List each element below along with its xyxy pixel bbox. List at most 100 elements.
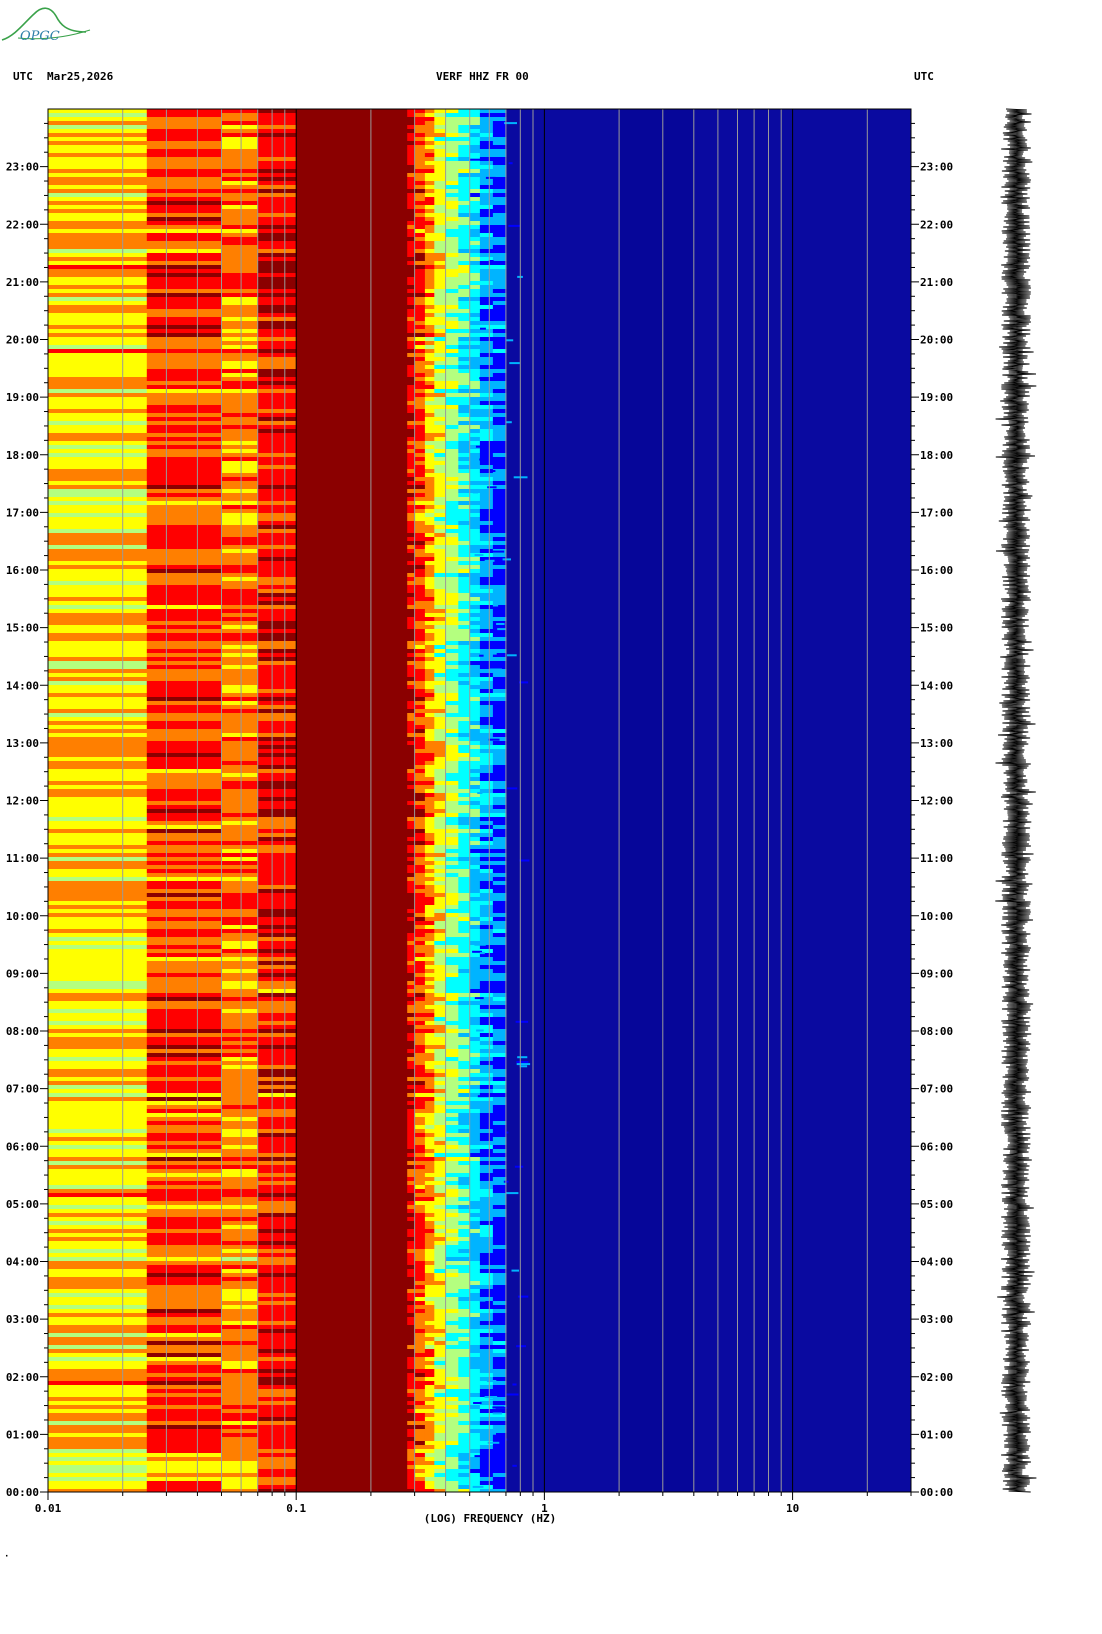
heatmap-cell xyxy=(479,405,494,409)
heatmap-cell xyxy=(221,325,259,329)
heatmap-cell xyxy=(48,573,148,577)
heatmap-cell xyxy=(407,793,416,797)
heatmap-cell xyxy=(414,957,426,961)
heatmap-cell xyxy=(458,621,471,625)
heatmap-cell xyxy=(434,361,447,365)
heatmap-cell xyxy=(458,529,471,533)
heatmap-cell xyxy=(492,749,507,753)
heatmap-cell xyxy=(221,789,259,793)
heatmap-cell xyxy=(257,945,297,949)
heatmap-cell xyxy=(469,261,481,265)
heatmap-cell xyxy=(445,185,459,189)
heatmap-cell xyxy=(221,525,259,529)
heatmap-cell xyxy=(445,881,459,885)
heatmap-cell xyxy=(296,777,408,781)
heatmap-cell xyxy=(424,1133,435,1137)
heatmap-cell xyxy=(424,1321,435,1325)
heatmap-cell xyxy=(407,1329,416,1333)
heatmap-cell xyxy=(48,977,148,981)
heatmap-cell xyxy=(146,1481,222,1485)
heatmap-cell xyxy=(407,193,416,197)
heatmap-cell xyxy=(492,1433,507,1437)
heatmap-cell xyxy=(414,1477,426,1481)
heatmap-cell xyxy=(424,857,435,861)
heatmap-cell xyxy=(424,901,435,905)
heatmap-cell xyxy=(407,385,416,389)
heatmap-cell xyxy=(469,889,481,893)
heatmap-cell xyxy=(296,1061,408,1065)
heatmap-cell xyxy=(458,209,471,213)
heatmap-cell xyxy=(414,705,426,709)
heatmap-cell xyxy=(458,349,471,353)
heatmap-cell xyxy=(469,509,481,513)
heatmap-cell xyxy=(434,1237,447,1241)
heatmap-cell xyxy=(434,1333,447,1337)
heatmap-cell xyxy=(221,949,259,953)
heatmap-cell xyxy=(479,837,494,841)
heatmap-cell xyxy=(48,1273,148,1277)
heatmap-cell xyxy=(479,1097,494,1101)
heatmap-cell xyxy=(48,1473,148,1477)
heatmap-cell xyxy=(458,133,471,137)
heatmap-cell xyxy=(407,1457,416,1461)
heatmap-cell xyxy=(407,1121,416,1125)
heatmap-cell xyxy=(458,797,471,801)
heatmap-cell xyxy=(48,725,148,729)
heatmap-cell xyxy=(296,881,408,885)
heatmap-cell xyxy=(146,145,222,149)
heatmap-cell xyxy=(48,205,148,209)
heatmap-cell xyxy=(146,429,222,433)
heatmap-cell xyxy=(221,677,259,681)
heatmap-cell xyxy=(296,1485,408,1489)
heatmap-cell xyxy=(414,489,426,493)
heatmap-cell xyxy=(424,997,435,1001)
heatmap-cell xyxy=(48,713,148,717)
heatmap-cell xyxy=(492,849,507,853)
heatmap-cell xyxy=(492,373,507,377)
heatmap-cell xyxy=(469,1293,481,1297)
heatmap-cell xyxy=(492,421,507,425)
heatmap-cell xyxy=(407,545,416,549)
heatmap-cell xyxy=(479,1477,494,1481)
heatmap-cell xyxy=(445,585,459,589)
heatmap-cell xyxy=(414,177,426,181)
heatmap-cell xyxy=(434,1077,447,1081)
heatmap-cell xyxy=(492,381,507,385)
heatmap-cell xyxy=(445,425,459,429)
heatmap-cell xyxy=(414,505,426,509)
heatmap-cell xyxy=(469,529,481,533)
heatmap-cell xyxy=(469,1181,481,1185)
heatmap-cell xyxy=(414,733,426,737)
heatmap-cell xyxy=(146,805,222,809)
heatmap-cell xyxy=(469,1281,481,1285)
heatmap-cell xyxy=(221,505,259,509)
heatmap-cell xyxy=(146,601,222,605)
heatmap-cell xyxy=(479,345,494,349)
heatmap-cell xyxy=(146,669,222,673)
heatmap-cell xyxy=(469,921,481,925)
heatmap-cell xyxy=(479,989,494,993)
heatmap-cell xyxy=(146,1113,222,1117)
heatmap-cell xyxy=(257,453,297,457)
heatmap-cell xyxy=(492,337,507,341)
heatmap-cell xyxy=(48,857,148,861)
heatmap-cell xyxy=(492,997,507,1001)
heatmap-cell xyxy=(257,265,297,269)
heatmap-cell xyxy=(492,681,507,685)
heatmap-cell xyxy=(221,1405,259,1409)
heatmap-cell xyxy=(257,753,297,757)
heatmap-cell xyxy=(424,1297,435,1301)
heatmap-cell xyxy=(424,829,435,833)
heatmap-cell xyxy=(479,129,494,133)
heatmap-cell xyxy=(221,157,259,161)
heatmap-cell xyxy=(424,957,435,961)
heatmap-cell xyxy=(296,893,408,897)
heatmap-cell xyxy=(257,1357,297,1361)
heatmap-cell xyxy=(458,265,471,269)
heatmap-cell xyxy=(407,1425,416,1429)
heatmap-cell xyxy=(257,1349,297,1353)
heatmap-cell xyxy=(296,449,408,453)
heatmap-cell xyxy=(479,229,494,233)
heatmap-cell xyxy=(424,337,435,341)
heatmap-cell xyxy=(296,1013,408,1017)
